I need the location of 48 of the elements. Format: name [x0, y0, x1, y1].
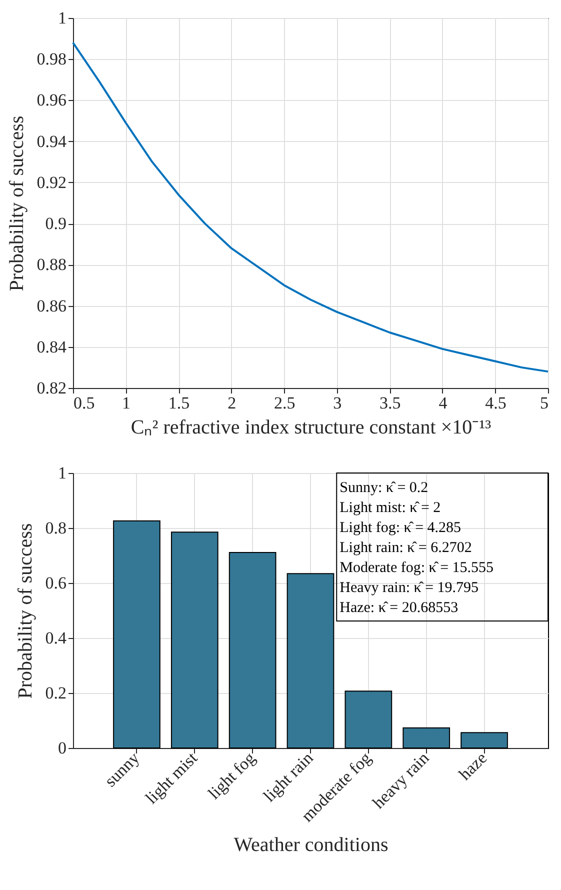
- x-tick-label: 5: [540, 394, 548, 412]
- x-tick-label: 0.5: [74, 394, 95, 412]
- bar: [460, 732, 508, 748]
- x-tick-label: haze: [455, 748, 491, 784]
- line-series: [72, 42, 549, 373]
- x-tick-label: 3.5: [380, 394, 401, 412]
- x-tick-label: light fog: [204, 748, 260, 803]
- bar: [402, 727, 450, 748]
- y-tick-label: 0.92: [36, 172, 66, 192]
- x-axis-title: Cₙ² refractive index structure constant ×10⁻¹³: [130, 416, 492, 438]
- y-tick-label: 0.2: [45, 684, 66, 702]
- y-tick-label: 0.98: [36, 50, 66, 69]
- bar: [344, 690, 392, 748]
- y-tick-label: 0.88: [36, 255, 66, 274]
- y-tick-label: 0.6: [45, 574, 66, 592]
- x-tick-label: 2.5: [274, 394, 296, 412]
- y-tick-label: 0.84: [36, 337, 67, 356]
- x-tick-label: 1: [122, 394, 131, 412]
- y-tick-label: 0.94: [36, 132, 67, 151]
- x-tick-label: light mist: [142, 748, 202, 808]
- y-tick-label: 1: [58, 464, 66, 482]
- y-tick-label: 1: [58, 8, 66, 28]
- x-tick-label: 1.5: [168, 394, 190, 412]
- y-axis-title: Probability of success: [14, 523, 36, 699]
- annotation: Light fog: κ̂ = 4.285: [340, 520, 462, 536]
- y-tick-label: 0: [58, 738, 66, 758]
- bar: [113, 520, 160, 748]
- annotation: Heavy rain: κ̂ = 19.795: [340, 580, 479, 596]
- y-tick-label: 0.9: [45, 214, 66, 234]
- bar: [286, 573, 334, 748]
- y-tick-label: 0.82: [36, 378, 66, 398]
- annotation: Light mist: κ̂ = 2: [340, 500, 441, 516]
- annotation: Moderate fog: κ̂ = 15.555: [340, 560, 494, 576]
- y-tick-label: 0.8: [45, 518, 66, 538]
- y-tick-label: 0.86: [36, 296, 66, 316]
- annotation: Light rain: κ̂ = 6.2702: [340, 540, 472, 556]
- bar: [170, 532, 218, 748]
- bar: [228, 552, 276, 748]
- x-tick-label: 3: [333, 394, 342, 412]
- annotation: Haze: κ̂ = 20.68553: [340, 600, 458, 616]
- x-tick-label: 2: [228, 394, 236, 412]
- y-tick-label: 0.96: [36, 90, 66, 110]
- y-tick-label: 0.4: [45, 628, 67, 648]
- x-tick-label: 4.5: [485, 394, 506, 412]
- y-axis-title: Probability of success: [6, 116, 28, 292]
- annotation: Sunny: κ̂ = 0.2: [340, 480, 428, 496]
- x-tick-label: 4: [438, 394, 448, 412]
- x-axis-title: Weather conditions: [234, 834, 388, 856]
